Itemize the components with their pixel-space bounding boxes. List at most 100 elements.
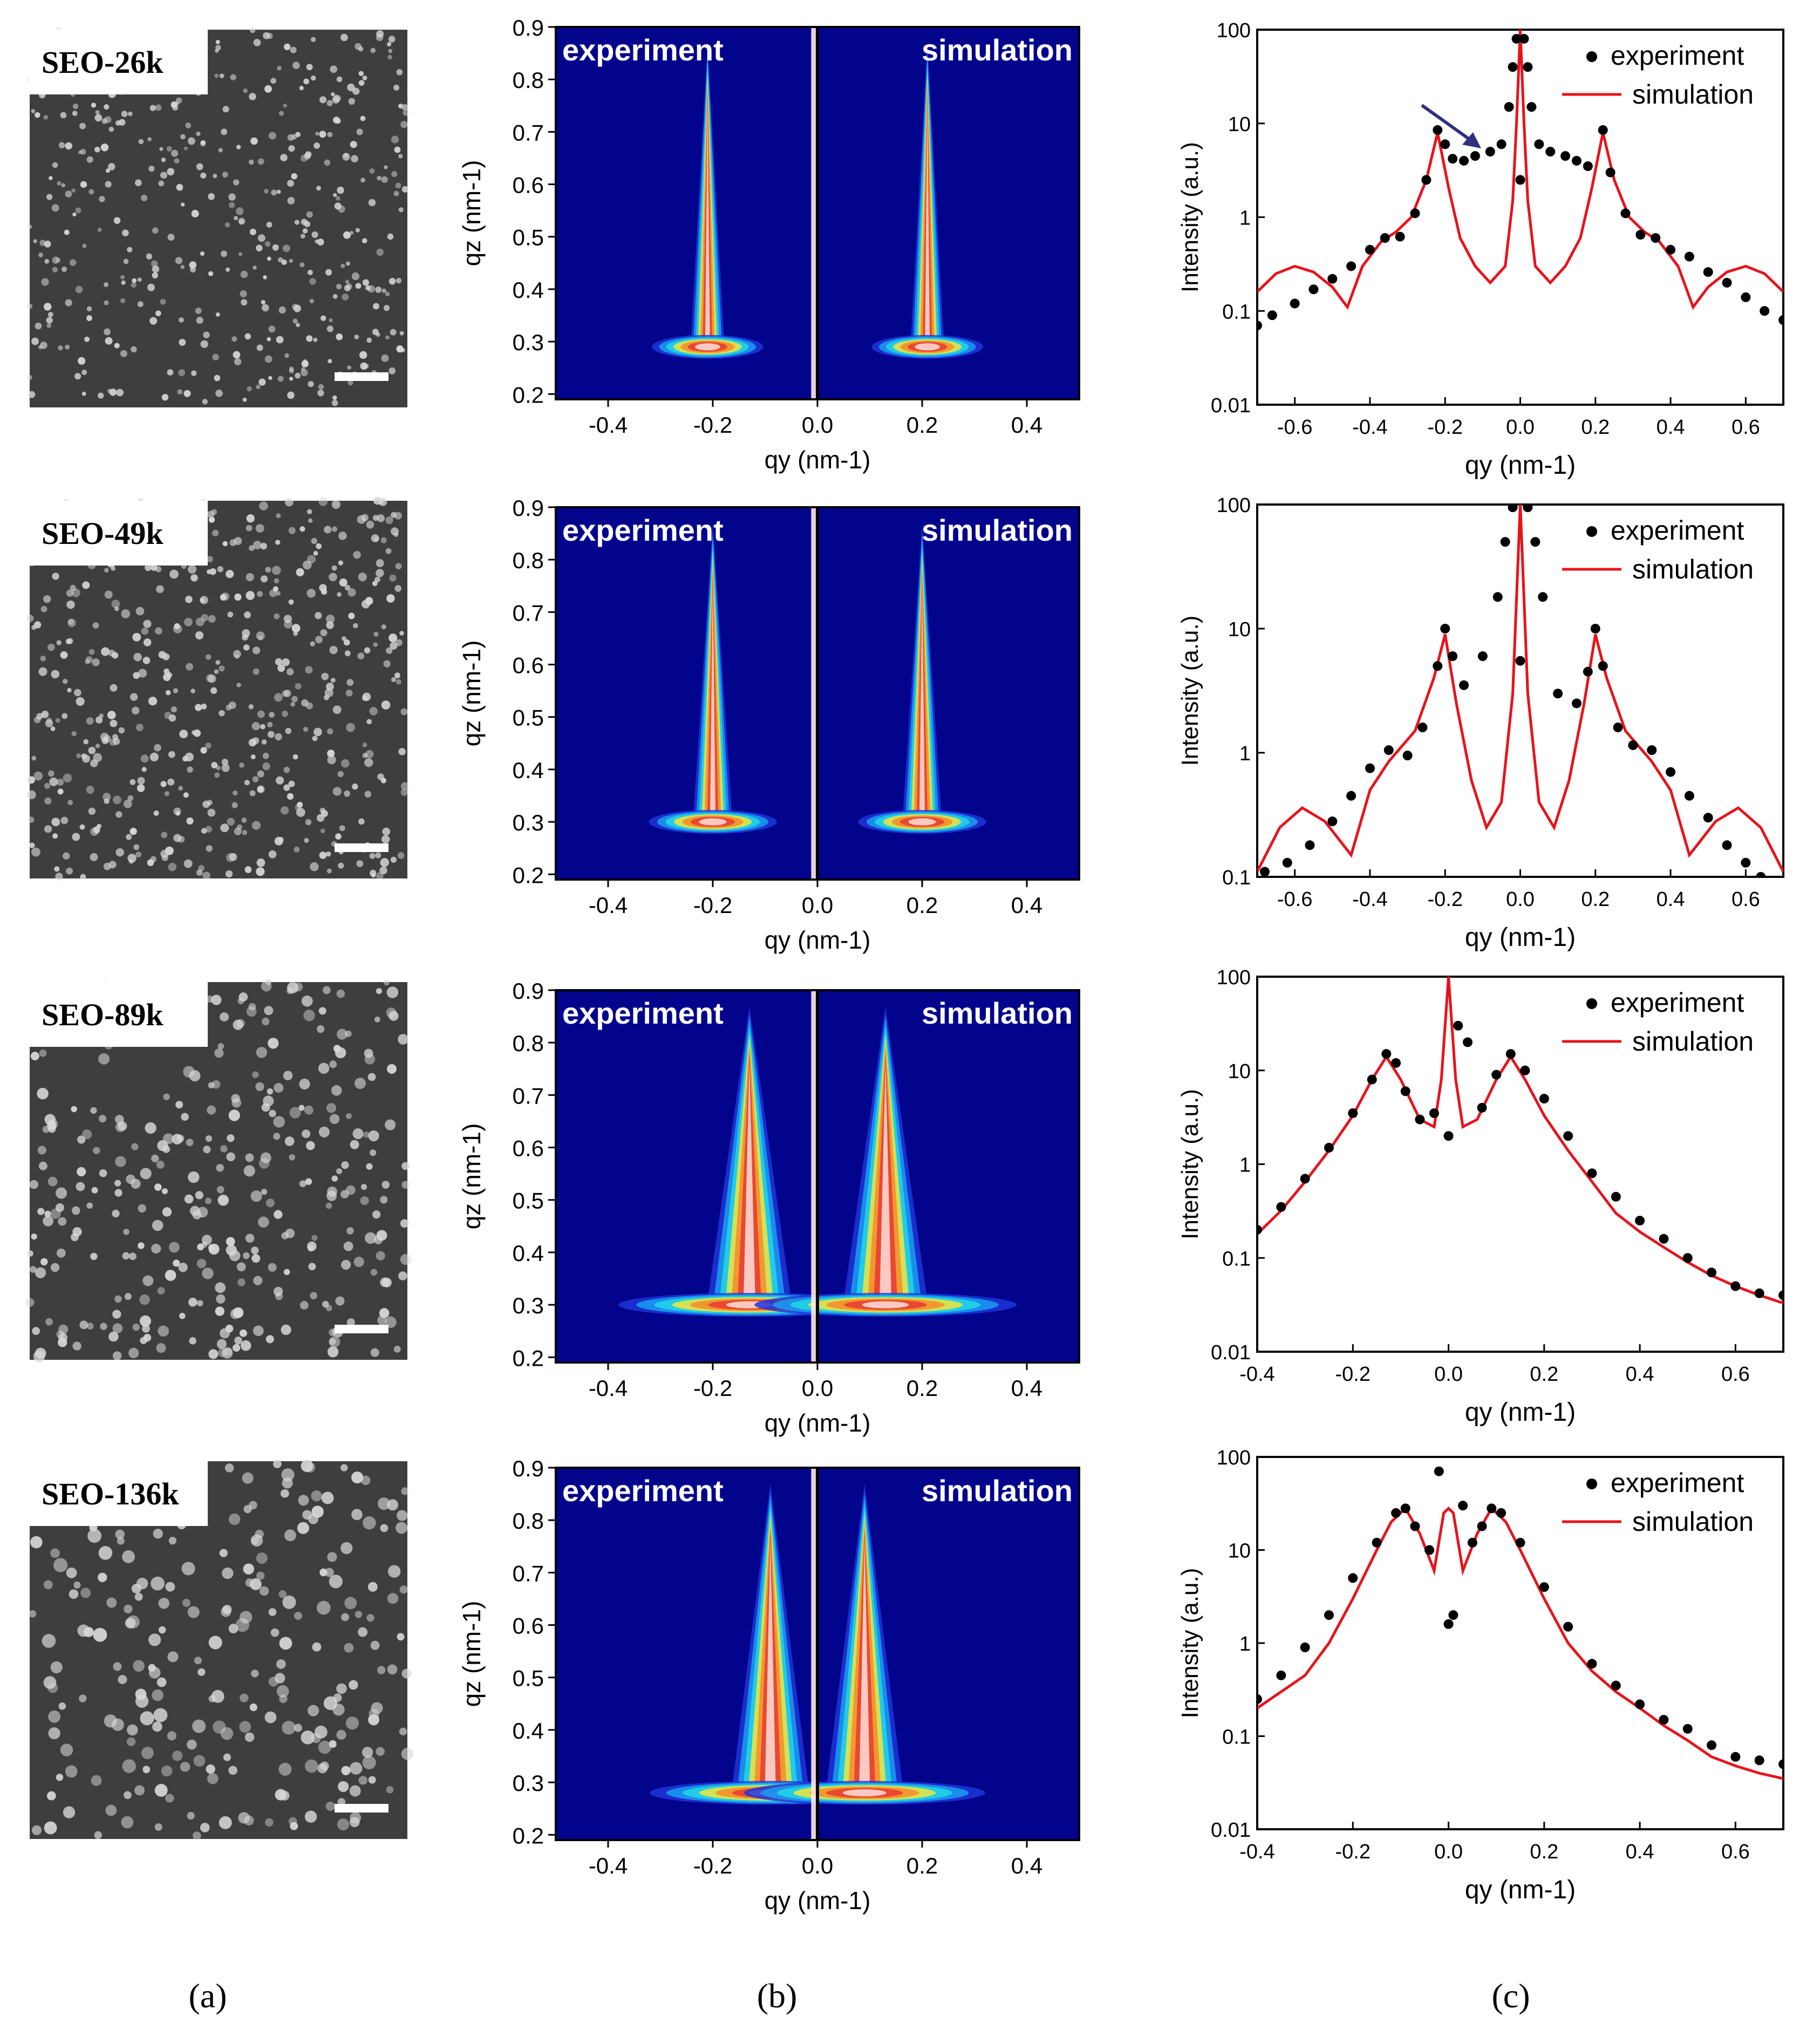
experiment-point (1560, 151, 1571, 161)
experiment-point (1327, 274, 1338, 284)
y-tick-label: 0.4 (513, 1718, 544, 1743)
y-tick-label: 0.5 (513, 1666, 544, 1691)
experiment-point (1587, 1168, 1597, 1178)
scale-bar (335, 1325, 388, 1333)
experiment-point (1496, 1508, 1507, 1518)
legend-simulation-label: simulation (1632, 554, 1754, 584)
x-tick-label: -0.2 (693, 412, 732, 438)
experiment-point (1666, 767, 1676, 777)
experiment-point (1400, 1086, 1410, 1096)
experiment-point (1467, 1537, 1477, 1548)
experiment-point (1754, 1288, 1764, 1298)
plot-frame (1256, 29, 1784, 406)
experiment-point (1440, 139, 1450, 149)
experiment-point (1491, 1069, 1502, 1080)
bragg-rod (858, 1539, 870, 1804)
y-tick-label: 0.8 (513, 1031, 544, 1056)
experiment-label: experiment (562, 33, 724, 67)
y-tick-label: 1 (1239, 207, 1251, 230)
y-tick-label: 0.2 (513, 862, 544, 888)
y-tick-label: 0.4 (513, 758, 544, 783)
y-tick-label: 100 (1217, 19, 1251, 42)
sem-image: SEO-49k (26, 496, 409, 881)
map-intensity (650, 1468, 985, 1840)
y-tick-label: 0.4 (513, 277, 544, 303)
simulation-label: simulation (922, 513, 1073, 547)
legend-experiment-marker (1586, 526, 1597, 537)
y-tick-label: 0.6 (513, 173, 544, 198)
y-tick-label: 10 (1228, 618, 1251, 641)
gisaxs-map: experiment simulation 0.2 0.3 0.4 0.5 0.6 0.7 0.… (458, 15, 1080, 474)
x-tick-label: -0.4 (589, 1375, 628, 1401)
legend-experiment-marker (1586, 51, 1597, 62)
y-tick-label: 0.5 (513, 225, 544, 250)
experiment-point (1659, 1234, 1669, 1244)
y-axis-label: Intensity (a.u.) (1177, 616, 1203, 766)
legend-experiment-label: experiment (1611, 515, 1744, 546)
experiment-point (1305, 840, 1315, 850)
y-tick-label: 0.5 (513, 1188, 544, 1214)
x-tick-label: -0.2 (1427, 888, 1462, 911)
experiment-point (1372, 1537, 1382, 1548)
panel-label-a: (a) (188, 1977, 227, 2015)
experiment-point (1508, 505, 1518, 513)
annotation-arrowhead (1462, 132, 1481, 148)
panel-label-b: (b) (757, 1977, 797, 2015)
x-tick-label: 0.0 (802, 1375, 833, 1401)
y-tick-label: 0.4 (513, 1241, 544, 1266)
x-tick-label: -0.2 (693, 1375, 732, 1401)
experiment-point (1730, 1281, 1741, 1291)
experiment-point (1682, 1723, 1693, 1734)
specular-rod (811, 990, 817, 1362)
x-tick-label: 0.2 (1530, 1363, 1558, 1386)
y-tick-label: 0.01 (1211, 1341, 1251, 1364)
y-axis-label: qz (nm-1) (458, 1601, 486, 1707)
experiment-point (1707, 1740, 1717, 1750)
x-tick-label: 0.4 (1626, 1841, 1654, 1863)
experiment-point (1523, 505, 1533, 513)
experiment-point (1515, 1537, 1525, 1548)
x-tick-label: 0.2 (906, 893, 938, 918)
x-tick-label: 0.0 (1434, 1841, 1463, 1863)
experiment-point (1511, 33, 1522, 44)
experiment-point (1290, 298, 1300, 309)
x-tick-label: 0.0 (802, 1853, 833, 1878)
experiment-point (1485, 147, 1495, 157)
experiment-point (1440, 624, 1450, 633)
experiment-point (1756, 872, 1766, 877)
x-axis-label: qy (nm-1) (765, 1409, 871, 1437)
experiment-point (1400, 1503, 1410, 1514)
experiment-point (1703, 267, 1713, 277)
experiment-point (1458, 1501, 1468, 1511)
sem-label-box (30, 501, 208, 566)
x-tick-label: -0.4 (1352, 416, 1387, 439)
experiment-point (1505, 1049, 1516, 1059)
sample-label: SEO-89k (42, 997, 163, 1032)
simulation-label: simulation (922, 1474, 1073, 1508)
experiment-point (1421, 175, 1432, 185)
x-tick-label: 0.2 (906, 412, 938, 438)
sem-label-box (30, 30, 208, 94)
x-tick-label: 0.2 (1581, 888, 1610, 911)
x-tick-label: -0.2 (693, 893, 732, 918)
y-tick-label: 0.9 (513, 495, 544, 521)
sem-label-box (30, 982, 208, 1047)
experiment-point (1722, 277, 1732, 288)
x-tick-label: 0.0 (802, 893, 833, 918)
x-tick-label: 0.0 (1434, 1363, 1463, 1386)
yoneda-band (915, 343, 940, 351)
y-tick-label: 0.2 (513, 382, 544, 407)
experiment-point (1346, 791, 1357, 801)
y-tick-label: 0.3 (513, 1293, 544, 1318)
experiment-point (1754, 1755, 1764, 1766)
map-intensity (618, 990, 1017, 1362)
experiment-point (1635, 1699, 1645, 1709)
experiment-point (1684, 791, 1694, 801)
experiment-point (1300, 1642, 1310, 1652)
experiment-point (1410, 208, 1420, 219)
experiment-point (1417, 723, 1428, 733)
experiment-point (1722, 840, 1732, 850)
experiment-point (1500, 537, 1510, 547)
experiment-point (1538, 592, 1548, 602)
sem-particles (29, 1460, 414, 1840)
